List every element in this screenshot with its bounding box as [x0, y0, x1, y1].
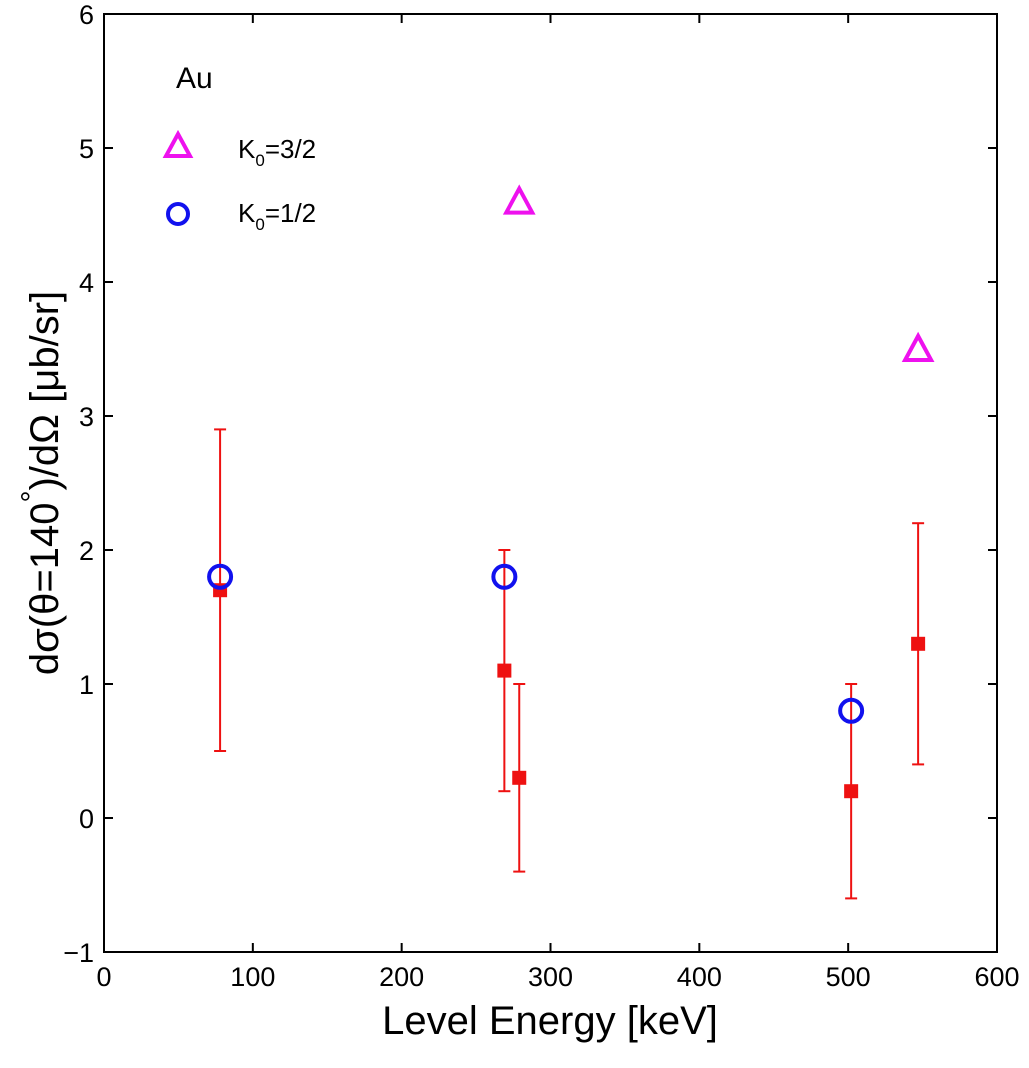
legend-k12-rest: =1/2 [265, 198, 316, 228]
y-tick-labels: −1 0 1 2 3 4 5 6 [63, 0, 94, 968]
x-tick-label: 400 [677, 962, 722, 992]
data-point-square [512, 770, 527, 785]
legend-k32-rest: =3/2 [265, 134, 316, 164]
legend: K0=3/2 K0=1/2 [162, 129, 316, 234]
y-axis-title-prefix: dσ(θ=140 [23, 503, 67, 676]
y-tick-label: 2 [79, 536, 94, 566]
y-axis-title-suffix: )/dΩ [μb/sr] [23, 291, 67, 491]
legend-marker-triangle [162, 129, 194, 158]
axis-ticks [103, 13, 998, 953]
legend-k12-sub: 0 [255, 215, 264, 234]
legend-k32-main: K [238, 134, 256, 164]
data-point-triangle [502, 184, 536, 215]
y-tick-label: 6 [79, 0, 94, 30]
data-point-square [911, 636, 926, 651]
data-point-square [497, 663, 512, 678]
x-tick-labels: 0 100 200 300 400 500 600 [96, 962, 1019, 992]
data-markers [207, 184, 935, 799]
y-tick-label: 5 [79, 134, 94, 164]
x-tick-label: 500 [826, 962, 871, 992]
legend-k32-sub: 0 [255, 151, 264, 170]
y-tick-label: 4 [79, 268, 94, 298]
legend-k12-main: K [238, 198, 256, 228]
y-tick-label: 1 [79, 670, 94, 700]
x-tick-label: 200 [379, 962, 424, 992]
legend-label-k32: K0=3/2 [238, 134, 316, 170]
x-axis-title: Level Energy [keV] [382, 999, 718, 1043]
annotation-au: Au [176, 62, 213, 95]
data-point-circle [838, 697, 865, 724]
y-axis-title-degree: ° [16, 491, 49, 503]
legend-label-k12: K0=1/2 [238, 198, 316, 234]
data-point-triangle [901, 331, 935, 362]
data-point-square [844, 784, 859, 799]
x-tick-label: 100 [230, 962, 275, 992]
y-tick-label: −1 [63, 938, 94, 968]
legend-marker-circle [166, 202, 190, 226]
x-tick-label: 0 [96, 962, 111, 992]
y-tick-label: 3 [79, 402, 94, 432]
x-tick-label: 600 [974, 962, 1019, 992]
data-point-circle [207, 563, 234, 590]
y-axis-title: dσ(θ=140°)/dΩ [μb/sr] [16, 291, 67, 675]
x-tick-label: 300 [528, 962, 573, 992]
y-tick-label: 0 [79, 804, 94, 834]
data-point-circle [491, 563, 518, 590]
error-bars [214, 428, 925, 900]
